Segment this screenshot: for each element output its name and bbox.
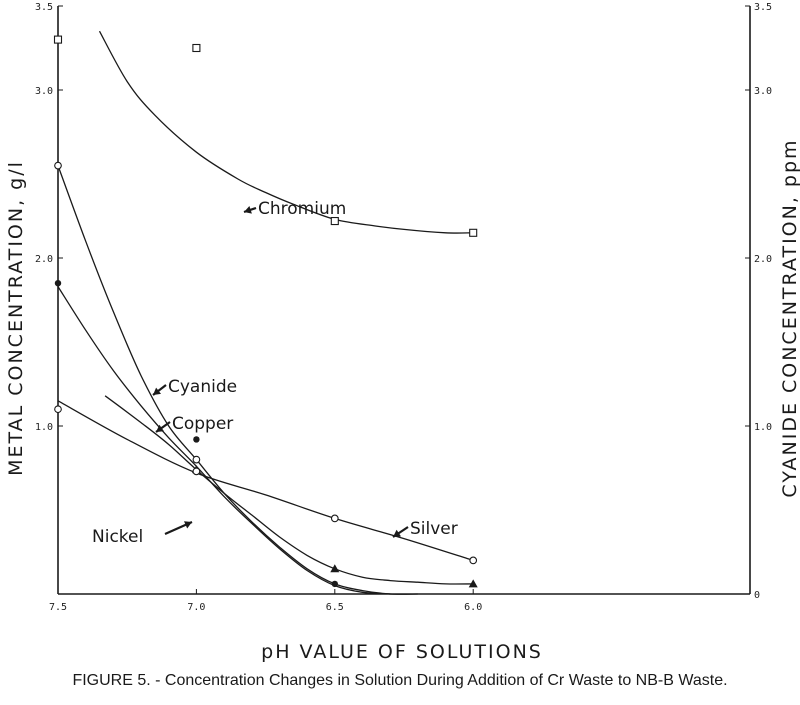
y-tick-label-right-1: 3.0 <box>754 86 772 97</box>
chromium-point-3 <box>469 228 478 237</box>
cyanide-label: Cyanide <box>168 377 237 397</box>
nickel-curve <box>104 395 474 585</box>
silver-point-3 <box>469 556 478 565</box>
chromium-arrow-head <box>244 206 252 214</box>
y-tick-label-right-0: 3.5 <box>754 2 772 13</box>
y-tick-label-left-0: 3.5 <box>35 2 53 13</box>
cyanide-point-0 <box>54 161 62 170</box>
plot-frame <box>57 6 751 595</box>
chromium-label: Chromium <box>258 199 346 219</box>
chromium-curve <box>98 30 474 234</box>
y-tick-label-left-1: 3.0 <box>35 86 53 97</box>
axis-ticks: 7.5 7.0 6.5 6.0 3.5 3.0 2.0 1.0 3.5 3.0 2.0 1.0 0 <box>35 2 772 613</box>
silver-point-0 <box>54 405 62 414</box>
series-labels: Chromium Cyanide Copper Nickel Silver <box>92 199 458 547</box>
x-tick-label-3: 6.0 <box>464 602 482 613</box>
y-axis-title-right: CYANIDE CONCENTRATION, ppm <box>779 138 800 497</box>
chromium-point-2 <box>330 216 339 226</box>
nickel-arrow-head <box>184 521 192 529</box>
silver-curve <box>57 400 474 562</box>
y-axis-title-left: METAL CONCENTRATION, g/l <box>5 160 27 476</box>
cyanide-curve <box>57 165 418 595</box>
figure-caption: FIGURE 5. - Concentration Changes in Sol… <box>72 672 728 689</box>
nickel-point-2 <box>468 579 478 588</box>
x-tick-label-0: 7.5 <box>49 602 67 613</box>
copper-point-2 <box>331 580 338 588</box>
y-tick-label-right-2: 2.0 <box>754 254 772 265</box>
silver-arrow-head <box>393 529 401 537</box>
copper-label: Copper <box>172 414 233 434</box>
y-tick-label-right-3: 1.0 <box>754 422 772 433</box>
silver-label: Silver <box>410 519 458 539</box>
series-group <box>53 30 478 595</box>
cyanide-arrow-head <box>153 387 161 395</box>
cyanide-point-1 <box>192 455 201 464</box>
chromium-point-1 <box>192 43 201 53</box>
silver-point-2 <box>330 514 339 523</box>
x-axis-title: pH VALUE OF SOLUTIONS <box>261 641 543 663</box>
chart-svg: 7.5 7.0 6.5 6.0 3.5 3.0 2.0 1.0 3.5 3.0 2.0 1.0 0 Ch… <box>5 2 800 663</box>
copper-arrow-head <box>156 424 164 432</box>
y-tick-label-right-4: 0 <box>754 590 760 601</box>
nickel-label: Nickel <box>92 527 143 547</box>
y-tick-label-left-2: 2.0 <box>35 254 53 265</box>
copper-point-0 <box>54 280 62 287</box>
chromium-point-0 <box>53 35 63 44</box>
nickel-point-1 <box>330 564 340 573</box>
y-tick-label-left-3: 1.0 <box>35 422 53 433</box>
silver-point-1 <box>192 467 201 476</box>
x-tick-label-2: 6.5 <box>326 602 344 613</box>
copper-curve <box>57 286 391 595</box>
x-tick-label-1: 7.0 <box>187 602 205 613</box>
copper-point-1 <box>193 436 200 443</box>
